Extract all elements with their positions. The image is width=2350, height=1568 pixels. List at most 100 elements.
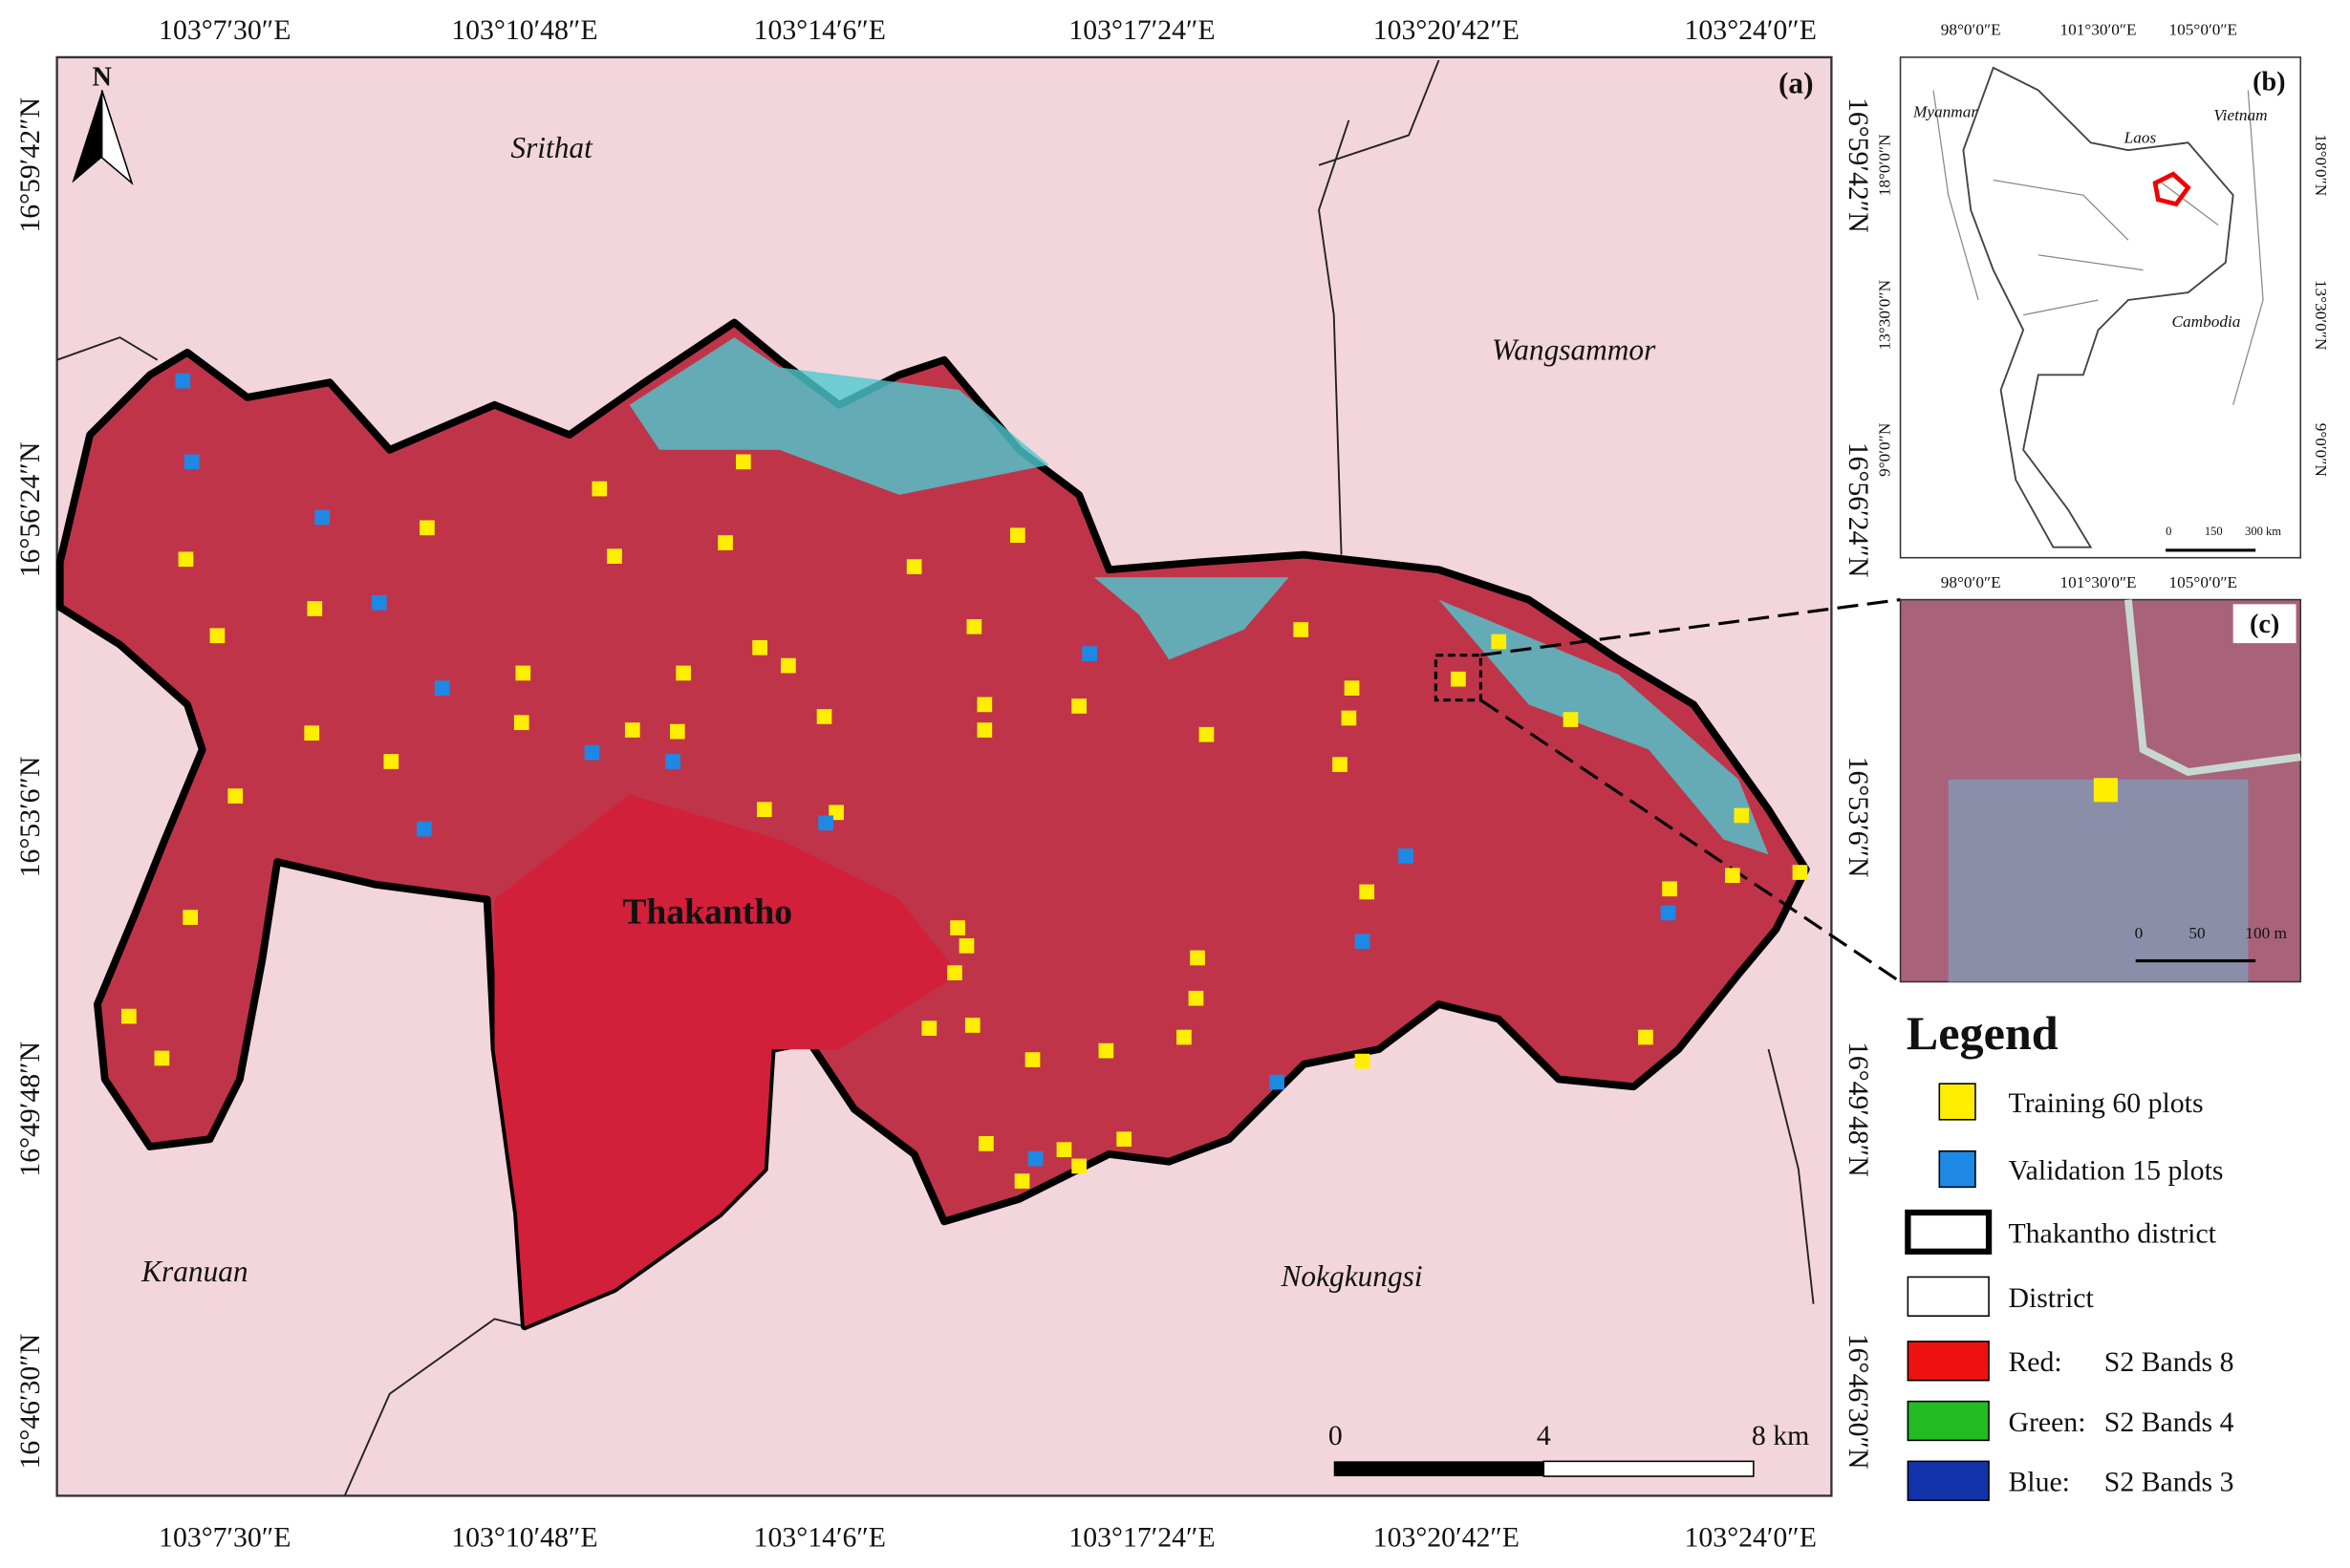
country-label: Vietnam bbox=[2213, 106, 2267, 124]
training-plot bbox=[1359, 884, 1375, 900]
scale-bar bbox=[2135, 958, 2256, 963]
place-label: Srithat bbox=[510, 131, 593, 164]
training-plot bbox=[1354, 1053, 1370, 1069]
training-plot bbox=[718, 535, 733, 550]
training-plot bbox=[607, 548, 622, 564]
training-plot bbox=[1009, 527, 1025, 544]
training-plot bbox=[1792, 865, 1808, 880]
training-plot bbox=[816, 709, 832, 724]
country-label: Laos bbox=[2124, 128, 2157, 146]
scale-label: 0 bbox=[1328, 1420, 1343, 1451]
water-body bbox=[629, 337, 1769, 855]
scale-label: 8 km bbox=[1752, 1420, 1809, 1451]
boundary bbox=[1932, 90, 2264, 405]
validation-plot bbox=[1660, 905, 1676, 921]
lat-label: 16°49′48″N bbox=[14, 1042, 46, 1177]
scale-bar bbox=[1542, 1460, 1755, 1477]
lon-label: 103°10′48″E bbox=[451, 14, 597, 46]
legend-swatch bbox=[1938, 1083, 1976, 1121]
training-plot bbox=[1734, 807, 1750, 824]
training-plot bbox=[977, 722, 993, 738]
validation-plot bbox=[1269, 1074, 1284, 1090]
lon-label: 103°7′30″E bbox=[159, 1522, 291, 1554]
training-plot bbox=[676, 665, 691, 681]
country-label: Myanmar bbox=[1912, 103, 1977, 121]
road bbox=[2124, 599, 2301, 776]
lon-label: 103°17′24″E bbox=[1068, 14, 1215, 46]
place-label: Nokgkungsi bbox=[1281, 1259, 1423, 1293]
zoom-box bbox=[1434, 654, 1482, 702]
validation-plot bbox=[314, 509, 331, 526]
training-plot bbox=[383, 754, 399, 769]
training-plot bbox=[959, 938, 975, 954]
training-plot bbox=[752, 639, 767, 655]
training-plot bbox=[513, 715, 529, 731]
training-plot bbox=[1344, 680, 1360, 696]
validation-plot bbox=[1398, 848, 1413, 864]
training-plot bbox=[304, 725, 320, 741]
training-plot bbox=[1332, 757, 1347, 772]
training-plot bbox=[1638, 1029, 1653, 1045]
lon-label: 98°0′0″E bbox=[1941, 573, 2001, 591]
validation-plot bbox=[1354, 934, 1370, 950]
forest-area bbox=[494, 794, 959, 1327]
place-label: Kranuan bbox=[140, 1255, 248, 1288]
legend-channel: Blue: bbox=[2008, 1467, 2070, 1498]
panel-label: (c) bbox=[2250, 610, 2279, 639]
lon-label: 105°0′0″E bbox=[2169, 20, 2238, 38]
plots bbox=[121, 373, 1808, 1189]
training-plot bbox=[670, 723, 685, 740]
scale-label: 50 bbox=[2188, 924, 2205, 942]
training-plot bbox=[515, 665, 531, 681]
place-label: Thakantho bbox=[622, 891, 792, 932]
training-plot bbox=[756, 802, 772, 818]
validation-plot bbox=[183, 454, 200, 470]
validation-plot bbox=[1082, 646, 1097, 661]
training-plot bbox=[1451, 671, 1466, 687]
validation-plot bbox=[416, 821, 432, 837]
lon-label: 101°30′0″E bbox=[2059, 20, 2136, 38]
validation-plot bbox=[665, 754, 680, 769]
scale-label: 0 bbox=[2166, 525, 2171, 538]
training-plot bbox=[921, 1020, 938, 1036]
scale-label: 0 bbox=[2135, 924, 2144, 942]
training-plot bbox=[966, 618, 982, 634]
lat-label: 18°0′0″N bbox=[2312, 134, 2330, 196]
lon-label: 103°17′24″E bbox=[1068, 1522, 1215, 1554]
training-plot bbox=[947, 965, 962, 980]
scale-label: 300 km bbox=[2245, 525, 2281, 538]
training-plot bbox=[1188, 990, 1204, 1006]
north-label: N bbox=[92, 63, 111, 93]
training-plot bbox=[1071, 1158, 1087, 1174]
lat-label: 16°53′6″N bbox=[1843, 757, 1874, 878]
training-plot bbox=[1014, 1173, 1030, 1189]
legend-swatch bbox=[1907, 1460, 1990, 1501]
lat-label: 9°0′0″N bbox=[1876, 422, 1894, 477]
lon-label: 103°10′48″E bbox=[451, 1522, 597, 1554]
training-plot bbox=[950, 920, 965, 935]
validation-plot bbox=[371, 594, 387, 611]
training-plot bbox=[781, 657, 796, 674]
lon-label: 105°0′0″E bbox=[2169, 573, 2238, 591]
lon-label: 103°14′6″E bbox=[754, 1522, 886, 1554]
validation-plot bbox=[175, 373, 191, 389]
lon-label: 101°30′0″E bbox=[2059, 573, 2136, 591]
training-plot bbox=[1116, 1131, 1132, 1148]
lat-label: 16°59′42″N bbox=[14, 97, 46, 233]
training-plot bbox=[121, 1008, 137, 1024]
training-plot bbox=[209, 628, 226, 644]
training-plot bbox=[592, 481, 608, 497]
training-plot bbox=[1293, 622, 1309, 637]
lon-label: 103°24′0″E bbox=[1685, 14, 1817, 46]
lon-label: 98°0′0″E bbox=[1941, 20, 2001, 38]
training-plot bbox=[736, 454, 751, 470]
north-arrow bbox=[100, 90, 134, 186]
legend-channel: Green: bbox=[2008, 1407, 2085, 1438]
legend-channel: Red: bbox=[2008, 1346, 2061, 1378]
lon-label: 103°14′6″E bbox=[754, 14, 886, 46]
country-label: Cambodia bbox=[2172, 312, 2241, 331]
lat-label: 16°59′42″N bbox=[1843, 97, 1874, 233]
label-box bbox=[2232, 604, 2296, 644]
training-plot bbox=[1491, 634, 1507, 650]
lon-label: 103°24′0″E bbox=[1685, 1522, 1817, 1554]
